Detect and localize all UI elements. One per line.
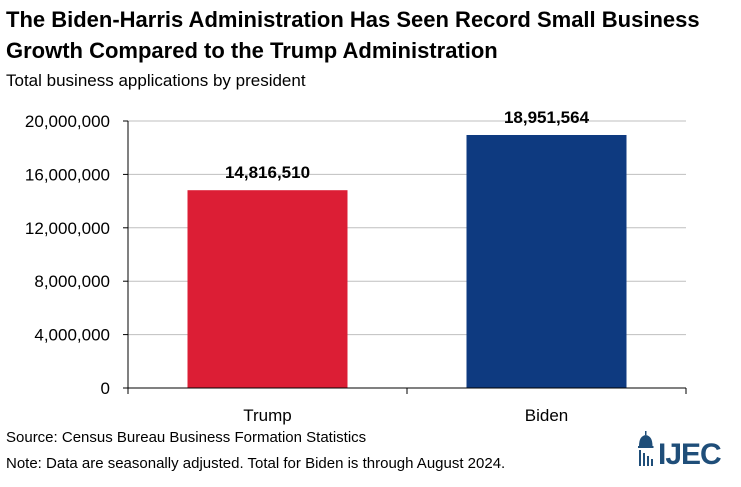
y-tick-label: 4,000,000 [34,326,110,345]
chart-subtitle: Total business applications by president [6,71,306,90]
x-axis-tick-labels: Trump Biden [243,406,568,425]
data-labels: 14,816,510 18,951,564 [225,108,590,182]
y-tick-label: 8,000,000 [34,272,110,291]
y-tick-label: 0 [101,379,110,398]
bar-chart: 0 4,000,000 8,000,000 12,000,000 16,000,000 2… [25,108,687,425]
y-axis-tick-labels: 0 4,000,000 8,000,000 12,000,000 16,000,000 2… [25,112,110,398]
data-label-trump: 14,816,510 [225,163,310,182]
ijec-logo: IJEC [636,428,736,474]
y-tick-label: 16,000,000 [25,165,110,184]
capitol-dome-icon [638,431,654,466]
x-tick-label-biden: Biden [525,406,568,425]
data-label-biden: 18,951,564 [504,108,590,127]
chart-title: The Biden-Harris Administration Has Seen… [6,7,700,63]
x-tick-label-trump: Trump [243,406,292,425]
y-tick-label: 20,000,000 [25,112,110,131]
source-note: Source: Census Bureau Business Formation… [6,429,367,446]
bar-trump [187,190,348,388]
data-note: Note: Data are seasonally adjusted. Tota… [6,455,506,472]
logo-text: IJEC [658,438,722,471]
y-tick-label: 12,000,000 [25,219,110,238]
bars [187,134,627,388]
bar-biden [466,134,627,388]
